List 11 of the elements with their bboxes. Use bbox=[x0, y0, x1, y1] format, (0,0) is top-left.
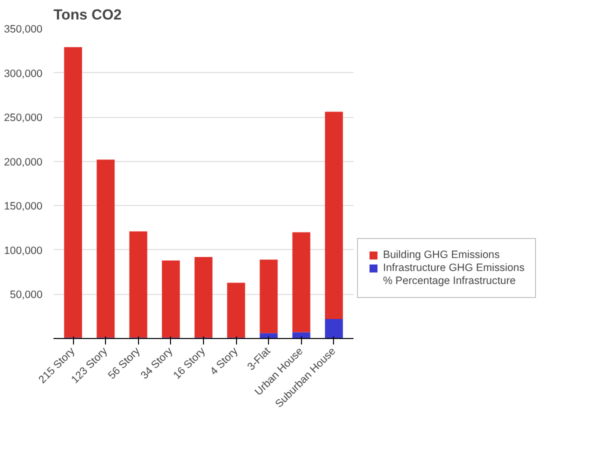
y-tick-label: 250,000 bbox=[4, 112, 43, 124]
y-tick-label: 100,000 bbox=[4, 244, 43, 257]
y-tick-label: 350,000 bbox=[4, 24, 43, 36]
legend-label: Building GHG Emissions bbox=[383, 249, 500, 261]
y-tick-label: 200,000 bbox=[4, 156, 43, 168]
y-tick-label: 300,000 bbox=[4, 68, 43, 80]
y-tick-label: 150,000 bbox=[4, 200, 43, 213]
legend-label: Infrastructure GHG Emissions bbox=[383, 262, 525, 274]
y-axis-title: Tons CO2 bbox=[54, 8, 122, 24]
text: % Percentage Infrastructure bbox=[383, 275, 516, 287]
y-tick-label: 50,000 bbox=[10, 289, 43, 302]
